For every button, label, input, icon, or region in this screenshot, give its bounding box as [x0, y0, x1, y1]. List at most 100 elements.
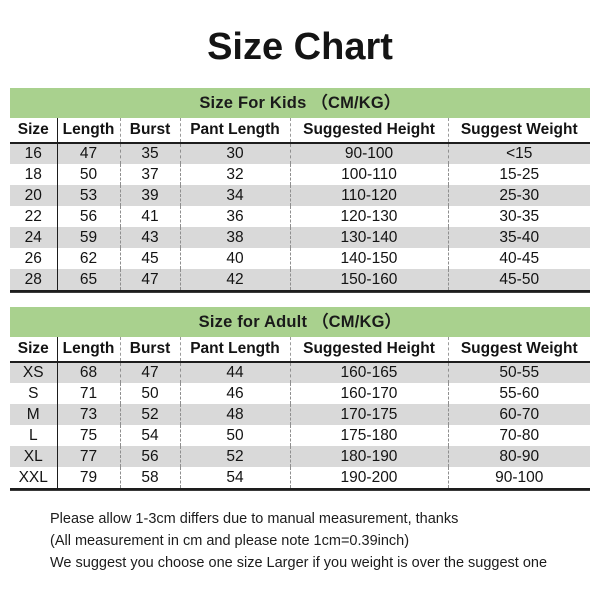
cell-size: 26 [10, 248, 57, 269]
cell-suggested-height: 110-120 [289, 185, 448, 206]
cell-size: 28 [10, 269, 57, 290]
cell-suggested-height: 160-170 [289, 383, 448, 404]
kids-table-row: 22 56 41 36 120-130 30-35 [10, 206, 590, 227]
cell-suggest-weight: 25-30 [447, 185, 590, 206]
cell-pant-length: 50 [179, 425, 290, 446]
cell-size: 20 [10, 185, 57, 206]
cell-burst: 37 [119, 164, 180, 185]
column-header-burst: Burst [119, 118, 180, 144]
kids-table-body: 16 47 35 30 90-100 <15 18 50 37 32 100-110 15-25 20 5… [10, 143, 590, 290]
cell-length: 59 [56, 227, 120, 248]
note-line: (All measurement in cm and please note 1… [50, 533, 410, 549]
adult-header-row: Size Length Burst Pant Length Suggested … [10, 337, 590, 363]
column-header-size: Size [10, 118, 57, 144]
cell-suggested-height: 175-180 [289, 425, 448, 446]
column-header-suggested-height: Suggested Height [289, 337, 448, 363]
cell-pant-length: 42 [179, 269, 290, 290]
kids-table-row: 26 62 45 40 140-150 40-45 [10, 248, 590, 269]
kids-table-row: 28 65 47 42 150-160 45-50 [10, 269, 590, 290]
cell-size: 16 [10, 143, 57, 164]
column-header-size: Size [10, 337, 57, 363]
cell-burst: 45 [119, 248, 180, 269]
cell-pant-length: 34 [179, 185, 290, 206]
cell-pant-length: 52 [179, 446, 290, 467]
cell-pant-length: 44 [179, 362, 290, 383]
cell-suggest-weight: 30-35 [447, 206, 590, 227]
adult-table-row: XXL 79 58 54 190-200 90-100 [10, 467, 590, 488]
cell-burst: 54 [119, 425, 180, 446]
note-line: Please allow 1-3cm differs due to manual… [50, 511, 459, 527]
cell-burst: 43 [119, 227, 180, 248]
cell-suggest-weight: 55-60 [447, 383, 590, 404]
cell-burst: 47 [119, 362, 180, 383]
column-header-burst: Burst [119, 337, 180, 363]
cell-pant-length: 30 [179, 143, 290, 164]
cell-size: M [10, 404, 57, 425]
kids-table-grid: Size Length Burst Pant Length Suggested … [10, 118, 590, 290]
cell-length: 56 [56, 206, 120, 227]
adult-table-bottom-rule [10, 488, 590, 491]
kids-table-row: 20 53 39 34 110-120 25-30 [10, 185, 590, 206]
adult-table-row: XL 77 56 52 180-190 80-90 [10, 446, 590, 467]
adult-table-row: S 71 50 46 160-170 55-60 [10, 383, 590, 404]
cell-size: XS [10, 362, 57, 383]
cell-suggested-height: 170-175 [289, 404, 448, 425]
cell-suggested-height: 180-190 [289, 446, 448, 467]
column-header-suggest-weight: Suggest Weight [447, 118, 590, 144]
cell-length: 47 [56, 143, 120, 164]
column-header-length: Length [56, 118, 120, 144]
cell-burst: 50 [119, 383, 180, 404]
footer-notes: Please allow 1-3cm differs due to manual… [50, 508, 580, 574]
cell-pant-length: 38 [179, 227, 290, 248]
cell-suggested-height: 100-110 [289, 164, 448, 185]
cell-burst: 56 [119, 446, 180, 467]
cell-length: 62 [56, 248, 120, 269]
cell-size: 18 [10, 164, 57, 185]
kids-table-row: 16 47 35 30 90-100 <15 [10, 143, 590, 164]
cell-suggested-height: 140-150 [289, 248, 448, 269]
cell-length: 71 [56, 383, 120, 404]
cell-suggest-weight: 90-100 [447, 467, 590, 488]
cell-pant-length: 36 [179, 206, 290, 227]
adult-table-band-label: Size for Adult （CM/KG） [10, 307, 590, 337]
cell-suggest-weight: 70-80 [447, 425, 590, 446]
cell-length: 65 [56, 269, 120, 290]
adult-table-row: L 75 54 50 175-180 70-80 [10, 425, 590, 446]
column-header-pant-length: Pant Length [179, 118, 290, 144]
cell-size: 22 [10, 206, 57, 227]
cell-length: 68 [56, 362, 120, 383]
cell-burst: 39 [119, 185, 180, 206]
cell-pant-length: 46 [179, 383, 290, 404]
cell-suggest-weight: 35-40 [447, 227, 590, 248]
cell-suggested-height: 150-160 [289, 269, 448, 290]
cell-suggest-weight: <15 [447, 143, 590, 164]
kids-table-row: 24 59 43 38 130-140 35-40 [10, 227, 590, 248]
cell-suggested-height: 90-100 [289, 143, 448, 164]
column-header-suggested-height: Suggested Height [289, 118, 448, 144]
cell-size: XXL [10, 467, 57, 488]
adult-table-grid: Size Length Burst Pant Length Suggested … [10, 337, 590, 488]
adult-table-row: M 73 52 48 170-175 60-70 [10, 404, 590, 425]
cell-suggest-weight: 80-90 [447, 446, 590, 467]
adult-size-table: Size for Adult （CM/KG） Size Length Burst… [10, 307, 590, 491]
cell-pant-length: 48 [179, 404, 290, 425]
adult-table-row: XS 68 47 44 160-165 50-55 [10, 362, 590, 383]
cell-size: S [10, 383, 57, 404]
cell-size: XL [10, 446, 57, 467]
cell-size: 24 [10, 227, 57, 248]
cell-burst: 35 [119, 143, 180, 164]
cell-suggest-weight: 40-45 [447, 248, 590, 269]
cell-length: 75 [56, 425, 120, 446]
cell-length: 79 [56, 467, 120, 488]
column-header-suggest-weight: Suggest Weight [447, 337, 590, 363]
cell-suggested-height: 130-140 [289, 227, 448, 248]
note-line: We suggest you choose one size Larger if… [50, 555, 548, 571]
cell-length: 73 [56, 404, 120, 425]
cell-suggested-height: 190-200 [289, 467, 448, 488]
cell-burst: 41 [119, 206, 180, 227]
cell-pant-length: 40 [179, 248, 290, 269]
cell-pant-length: 32 [179, 164, 290, 185]
cell-suggest-weight: 45-50 [447, 269, 590, 290]
adult-table-body: XS 68 47 44 160-165 50-55 S 71 50 46 160-170 55-60 M… [10, 362, 590, 488]
